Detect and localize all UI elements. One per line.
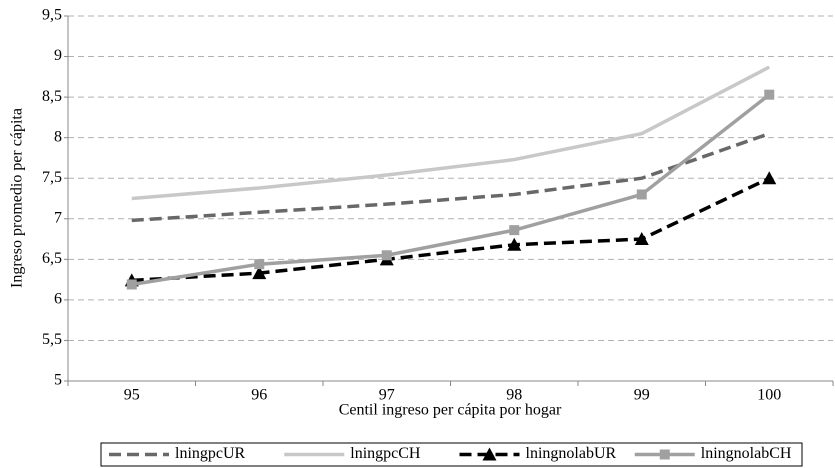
y-tick-label: 6: [54, 291, 62, 308]
y-tick-label: 5: [54, 372, 62, 389]
data-point: [126, 279, 137, 290]
series-line: [131, 176, 771, 283]
x-tick-label: 99: [634, 387, 650, 404]
x-tick-label: 96: [251, 387, 267, 404]
y-tick-label: 6,5: [42, 250, 62, 267]
y-tick-label: 8,5: [42, 88, 62, 105]
data-point: [762, 171, 777, 185]
y-tick-label: 5,5: [42, 331, 62, 348]
y-tick-label: 7: [54, 209, 62, 226]
data-point: [764, 89, 775, 100]
data-point: [252, 266, 267, 280]
data-point: [509, 225, 520, 236]
legend-label: lningpcCH: [350, 445, 421, 462]
series-line: [131, 65, 771, 201]
x-axis-title: Centil ingreso per cápita por hogar: [339, 402, 562, 419]
y-axis-title: Ingreso promedio per cápita: [9, 108, 26, 288]
data-point: [636, 189, 647, 200]
legend-marker: [482, 447, 497, 461]
x-tick-label: 95: [124, 387, 140, 404]
data-point: [254, 259, 265, 270]
x-tick-label: 100: [757, 387, 781, 404]
y-tick-label: 9: [54, 47, 62, 64]
legend-label: lningnolabUR: [526, 445, 617, 462]
series-line: [131, 93, 771, 287]
series-line: [131, 131, 770, 223]
data-point: [381, 250, 392, 261]
x-tick-label: 98: [506, 387, 522, 404]
x-tick-label: 97: [379, 387, 395, 404]
data-point: [634, 232, 649, 246]
y-tick-label: 8: [54, 128, 62, 145]
y-tick-label: 9,5: [42, 7, 62, 24]
data-point: [507, 237, 522, 251]
legend-box: [100, 442, 803, 467]
legend-label: lningpcUR: [175, 445, 246, 462]
legend-marker: [659, 449, 670, 460]
y-tick-label: 7,5: [42, 169, 62, 186]
legend-label: lningnolabCH: [701, 445, 792, 462]
